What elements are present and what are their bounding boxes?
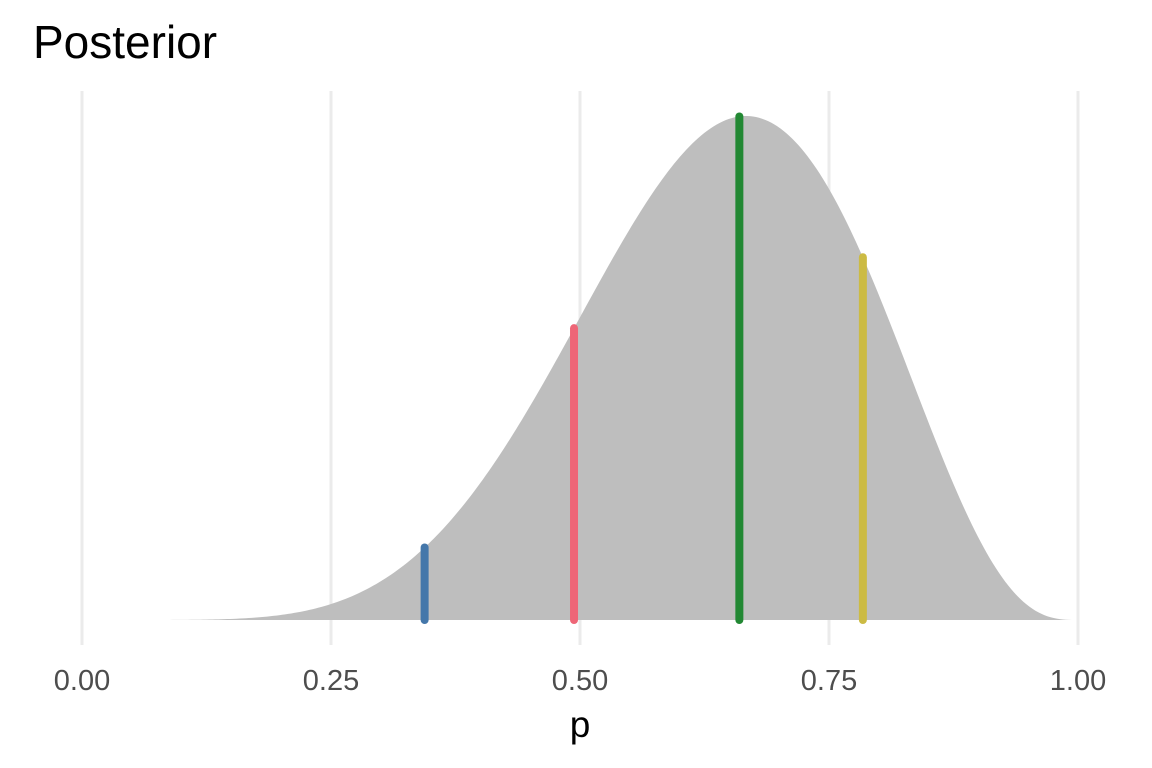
reference-lines <box>420 112 867 624</box>
chart-title: Posterior <box>33 16 217 68</box>
x-tick-label-3: 0.75 <box>801 665 857 697</box>
x-axis-ticks: 0.00 0.25 0.50 0.75 1.00 <box>54 665 1106 697</box>
density-area-group <box>166 116 1078 620</box>
density-area <box>166 116 1078 620</box>
x-axis-title: p <box>570 704 591 745</box>
x-tick-label-4: 1.00 <box>1050 665 1106 697</box>
x-tick-label-0: 0.00 <box>54 665 110 697</box>
x-tick-label-1: 0.25 <box>303 665 359 697</box>
x-tick-label-2: 0.50 <box>552 665 608 697</box>
